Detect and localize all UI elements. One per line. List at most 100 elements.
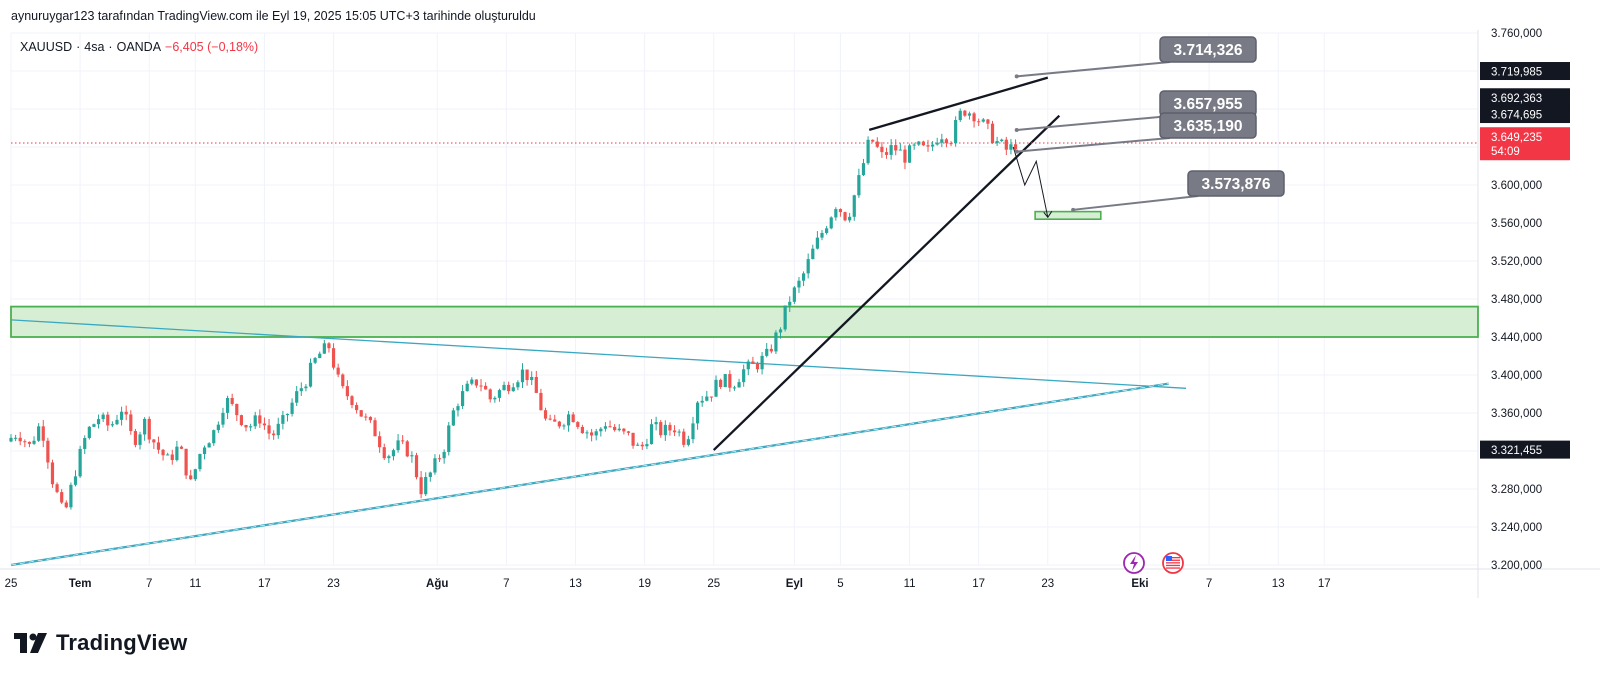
flag-stripe — [1166, 564, 1180, 567]
candle — [986, 118, 990, 130]
candle-body — [797, 280, 801, 288]
candle — [534, 370, 538, 394]
candle-body — [405, 441, 409, 457]
candle-body — [949, 143, 953, 145]
callout-leader — [1016, 115, 1171, 131]
candle — [520, 363, 525, 389]
candle-body — [27, 441, 32, 444]
candle — [23, 439, 27, 448]
candle-body — [299, 388, 303, 392]
candle-body — [834, 209, 838, 218]
rising-support-line[interactable] — [712, 114, 1061, 451]
candle — [479, 379, 483, 392]
candle — [212, 429, 216, 446]
candle — [46, 437, 50, 469]
candle — [755, 361, 760, 373]
candle-body — [861, 163, 866, 176]
candle-body — [124, 411, 128, 415]
lightning-event-icon[interactable] — [1123, 552, 1145, 574]
candle-body — [101, 414, 105, 420]
price-callout[interactable]: 3.573,876 — [1071, 170, 1285, 212]
candle-body — [903, 149, 907, 163]
candle-body — [557, 421, 561, 427]
candle — [262, 417, 267, 430]
candle — [714, 375, 718, 397]
candle-body — [115, 419, 119, 425]
candle-body — [825, 228, 829, 233]
candle-body — [73, 476, 78, 485]
candle — [788, 296, 792, 313]
candle-body — [617, 428, 621, 431]
candle-body — [216, 424, 220, 431]
descending-trendline[interactable] — [10, 319, 1187, 389]
candle — [299, 382, 303, 396]
candle-body — [364, 416, 368, 418]
candle-body — [285, 413, 290, 416]
price-callout[interactable]: 3.714,326 — [1014, 36, 1257, 79]
candle-body — [484, 385, 488, 390]
candle — [133, 428, 138, 448]
candle — [889, 139, 893, 160]
candle-body — [682, 431, 686, 445]
candle — [83, 435, 87, 455]
candle — [806, 253, 810, 279]
candle — [765, 342, 769, 358]
candle-body — [1000, 139, 1004, 142]
candle — [553, 414, 557, 422]
candle-body — [838, 209, 843, 213]
tradingview-logo[interactable]: TradingView — [14, 630, 187, 656]
price-axis-marker-label: 3.321,455 — [1491, 445, 1542, 457]
lightning-glyph — [1130, 555, 1138, 571]
candle-body — [152, 439, 156, 443]
candle-body — [539, 392, 543, 411]
last-price-label: 3.649,235 — [1491, 132, 1542, 144]
candle-body — [977, 121, 981, 123]
candle — [32, 436, 36, 445]
candle — [949, 141, 953, 147]
candle-body — [760, 355, 764, 370]
candle — [921, 140, 925, 147]
candle-body — [921, 141, 925, 146]
support-zone[interactable] — [10, 305, 1479, 338]
candle — [926, 139, 930, 152]
candle-body — [239, 415, 243, 426]
candle — [69, 482, 73, 510]
candle-body — [631, 432, 635, 446]
us-flag-event-icon[interactable] — [1162, 552, 1184, 574]
price-callout[interactable]: 3.635,190 — [1014, 112, 1257, 154]
target-zone[interactable] — [1034, 210, 1102, 221]
candle — [110, 421, 114, 428]
symbol-broker: OANDA — [116, 40, 162, 54]
candle — [336, 363, 340, 378]
candle — [530, 371, 534, 386]
candle — [695, 400, 700, 430]
candle — [202, 445, 207, 460]
time-tick-label: 13 — [569, 578, 582, 590]
candle — [815, 231, 819, 250]
candle-body — [742, 369, 746, 383]
candle-body — [603, 426, 608, 429]
callout-label: 3.635,190 — [1174, 118, 1243, 135]
candle — [64, 500, 68, 509]
candle-body — [926, 145, 930, 147]
candle — [410, 451, 414, 463]
candle-body — [967, 113, 972, 116]
projected-path[interactable] — [1012, 146, 1049, 218]
symbol-change: −6,405 (−0,18%) — [165, 40, 259, 54]
candle-body — [958, 110, 962, 121]
trendlines — [10, 76, 1478, 567]
candle — [663, 420, 667, 441]
candle — [866, 136, 870, 165]
candle-body — [230, 397, 234, 405]
candle — [682, 428, 686, 448]
candle — [96, 414, 101, 429]
rising-resistance-line[interactable] — [868, 76, 1049, 132]
candle — [742, 364, 746, 387]
candle-body — [590, 432, 594, 436]
candle-body — [778, 329, 783, 333]
time-tick-label: Ağu — [426, 578, 448, 590]
candle-body — [359, 410, 363, 417]
candle — [345, 380, 349, 400]
symbol-info[interactable]: XAUUSD · 4sa · OANDA −6,405 (−0,18%) — [20, 40, 258, 54]
